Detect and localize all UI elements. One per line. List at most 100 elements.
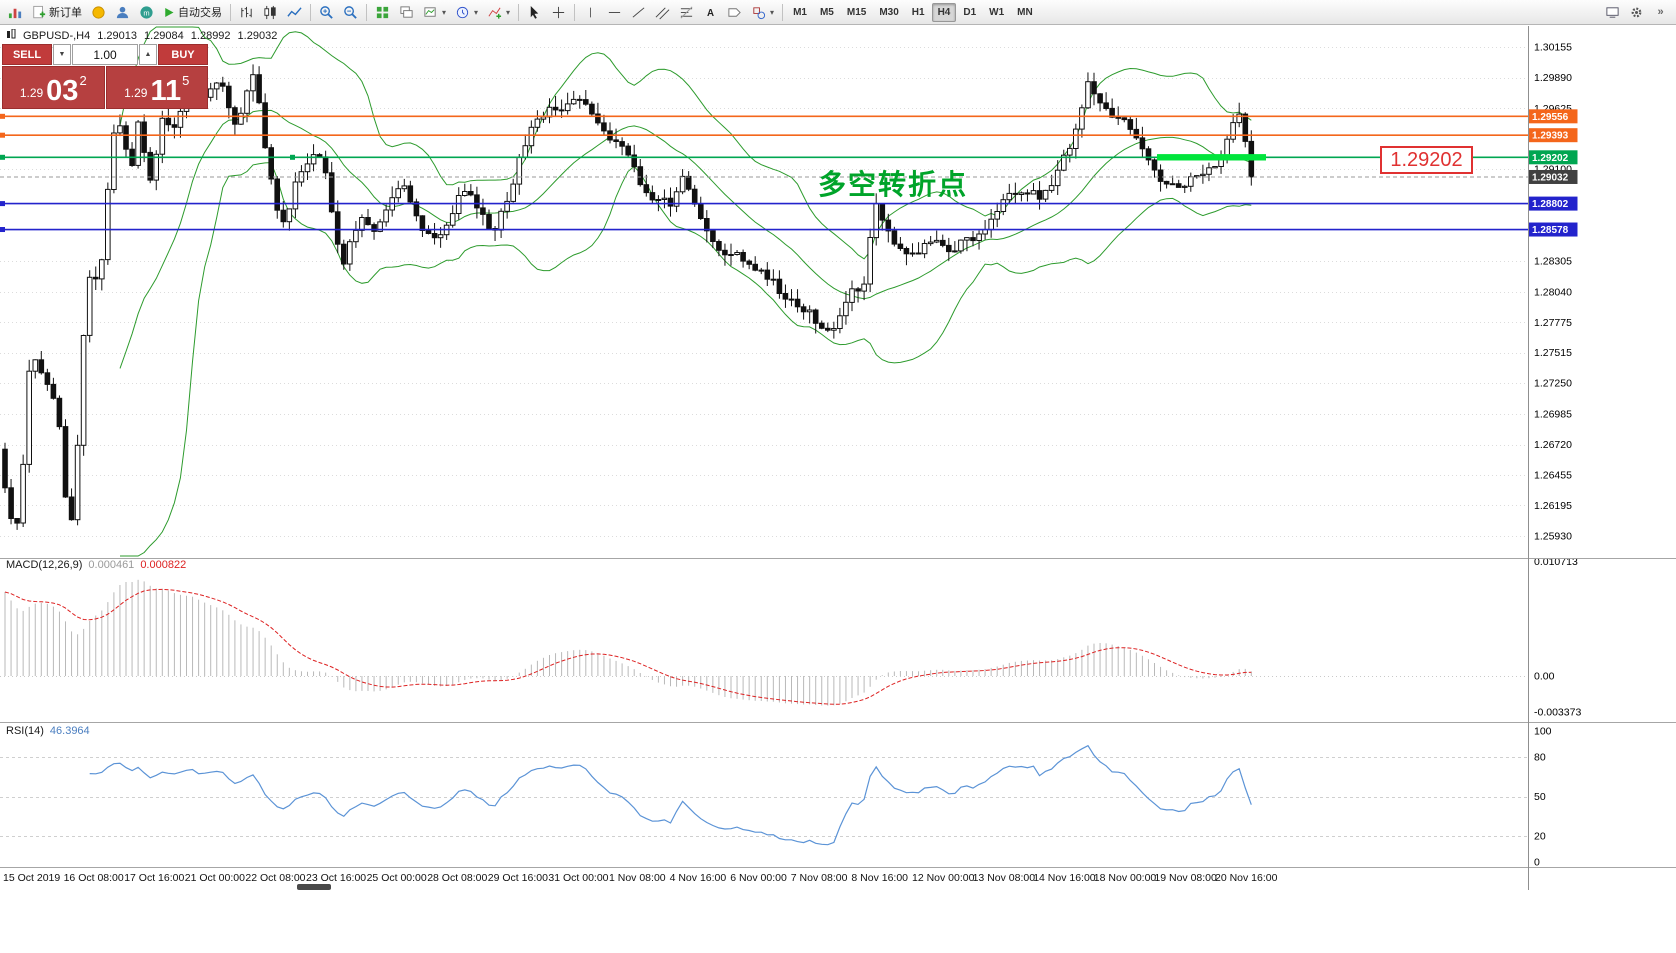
macd-main-value: 0.000461 bbox=[88, 559, 135, 571]
svg-text:20 Nov 16:00: 20 Nov 16:00 bbox=[1215, 872, 1278, 884]
chart-symbol-icon bbox=[6, 28, 16, 42]
crosshair-icon[interactable] bbox=[547, 2, 570, 23]
svg-text:1.26455: 1.26455 bbox=[1534, 470, 1572, 482]
timeframe-mn-button[interactable]: MN bbox=[1017, 6, 1033, 18]
line-handle[interactable] bbox=[0, 154, 5, 160]
buy-button[interactable]: BUY bbox=[158, 44, 208, 65]
new-order-button[interactable]: 新订单 bbox=[28, 2, 86, 23]
chart-layers: 1.301551.298901.296251.291001.283051.280… bbox=[0, 26, 1676, 890]
svg-text:29 Oct 16:00: 29 Oct 16:00 bbox=[488, 872, 548, 884]
svg-text:1.29202: 1.29202 bbox=[1532, 153, 1569, 164]
svg-text:19 Nov 08:00: 19 Nov 08:00 bbox=[1154, 872, 1217, 884]
line-handle[interactable] bbox=[0, 201, 5, 207]
rsi-label: RSI(14) 46.3964 bbox=[6, 725, 90, 737]
rsi-layer bbox=[0, 744, 1528, 846]
line-handle[interactable] bbox=[0, 132, 5, 138]
timeframe-m5-button[interactable]: M5 bbox=[819, 6, 834, 18]
toolbar-separator bbox=[518, 3, 520, 21]
high-value: 1.29084 bbox=[144, 29, 184, 42]
ohlc-header: GBPUSD-,H4 1.29013 1.29084 1.28992 1.290… bbox=[6, 28, 277, 42]
timeframe-h4-button[interactable]: H4 bbox=[931, 2, 957, 22]
svg-text:1.28578: 1.28578 bbox=[1532, 225, 1569, 236]
lot-options-button[interactable]: ▼ bbox=[53, 44, 71, 65]
svg-text:100: 100 bbox=[1534, 726, 1552, 738]
channel-icon[interactable] bbox=[651, 2, 674, 23]
svg-text:1.26195: 1.26195 bbox=[1534, 500, 1572, 512]
candles-layer bbox=[2, 64, 1255, 530]
bar-chart-icon[interactable] bbox=[235, 2, 258, 23]
line-chart-icon[interactable] bbox=[283, 2, 306, 23]
lot-increase-button[interactable]: ▲ bbox=[139, 44, 157, 65]
svg-text:15 Oct 2019: 15 Oct 2019 bbox=[3, 872, 60, 884]
line-handle[interactable] bbox=[290, 154, 295, 160]
svg-text:A: A bbox=[707, 7, 714, 18]
monitor-icon[interactable] bbox=[1601, 2, 1624, 23]
macd-layer bbox=[0, 579, 1528, 706]
sell-price-main: 1.29 bbox=[19, 86, 44, 100]
autotrading-button[interactable]: 自动交易 bbox=[159, 2, 226, 23]
settings-icon[interactable] bbox=[1625, 2, 1648, 23]
toolbar-separator bbox=[310, 3, 311, 21]
chart-window-icon[interactable] bbox=[4, 2, 27, 23]
svg-text:0.010713: 0.010713 bbox=[1534, 556, 1578, 568]
macd-label: MACD(12,26,9) 0.000461 0.000822 bbox=[6, 559, 187, 571]
level-axis-badge bbox=[1528, 196, 1578, 211]
svg-text:1.30155: 1.30155 bbox=[1534, 42, 1572, 54]
text-icon[interactable]: A bbox=[699, 2, 722, 23]
rsi-value: 46.3964 bbox=[49, 725, 90, 737]
overflow-icon[interactable]: » bbox=[1657, 6, 1664, 18]
label-icon[interactable] bbox=[723, 2, 746, 23]
indicators-icon[interactable] bbox=[483, 2, 514, 23]
svg-text:1.28040: 1.28040 bbox=[1534, 286, 1572, 298]
zoom-out-icon[interactable] bbox=[339, 2, 362, 23]
lot-size-input[interactable] bbox=[72, 44, 138, 65]
svg-text:14 Nov 16:00: 14 Nov 16:00 bbox=[1033, 872, 1096, 884]
svg-text:12 Nov 00:00: 12 Nov 00:00 bbox=[912, 872, 975, 884]
horizontal-line-icon[interactable] bbox=[603, 2, 626, 23]
fibonacci-icon[interactable] bbox=[675, 2, 698, 23]
level-lines-layer bbox=[0, 113, 1528, 233]
new-chart-icon[interactable] bbox=[419, 2, 450, 23]
clock-icon[interactable] bbox=[451, 2, 482, 23]
toolbar-separator bbox=[230, 3, 231, 21]
price-tag-box[interactable]: 1.29202 bbox=[1380, 146, 1473, 174]
shapes-icon[interactable] bbox=[747, 2, 778, 23]
line-handle[interactable] bbox=[0, 113, 5, 119]
timeframe-w1-button[interactable]: W1 bbox=[989, 6, 1005, 18]
timeframe-m1-button[interactable]: M1 bbox=[793, 6, 807, 18]
highlighted-trend-segment[interactable] bbox=[1157, 154, 1266, 161]
timeframe-m15-button[interactable]: M15 bbox=[846, 6, 867, 18]
main-toolbar: 新订单 m 自动交易 A M1 M5 M15 M30 H1 H4 D1 W1 MN » bbox=[0, 0, 1676, 25]
market-icon[interactable] bbox=[87, 2, 110, 23]
new-order-icon bbox=[32, 5, 46, 20]
profile-icon[interactable] bbox=[111, 2, 134, 23]
horizontal-scrollbar-thumb[interactable] bbox=[297, 884, 331, 890]
candlestick-chart-icon[interactable] bbox=[259, 2, 282, 23]
cascade-windows-icon[interactable] bbox=[395, 2, 418, 23]
line-handle[interactable] bbox=[0, 227, 5, 233]
svg-text:1.28305: 1.28305 bbox=[1534, 256, 1572, 268]
sell-button[interactable]: SELL bbox=[2, 44, 52, 65]
chart-annotation[interactable]: 多空转折点 bbox=[818, 169, 969, 200]
svg-text:31 Oct 00:00: 31 Oct 00:00 bbox=[548, 872, 608, 884]
svg-text:50: 50 bbox=[1534, 791, 1546, 803]
cursor-icon[interactable] bbox=[523, 2, 546, 23]
svg-text:0.00: 0.00 bbox=[1534, 671, 1555, 683]
svg-text:1 Nov 08:00: 1 Nov 08:00 bbox=[609, 872, 666, 884]
price-axis: 1.301551.298901.296251.291001.283051.280… bbox=[1528, 42, 1581, 869]
tile-windows-icon[interactable] bbox=[371, 2, 394, 23]
panel-separators[interactable] bbox=[0, 26, 1676, 890]
community-icon[interactable]: m bbox=[135, 2, 158, 23]
svg-text:7 Nov 08:00: 7 Nov 08:00 bbox=[791, 872, 848, 884]
timeframe-h1-button[interactable]: H1 bbox=[911, 6, 925, 18]
buy-price-button[interactable]: 1.29 11 5 bbox=[105, 66, 208, 109]
svg-text:1.27250: 1.27250 bbox=[1534, 378, 1572, 390]
vertical-line-icon[interactable] bbox=[579, 2, 602, 23]
sell-price-button[interactable]: 1.29 03 2 bbox=[2, 66, 105, 109]
timeframe-m30-button[interactable]: M30 bbox=[879, 6, 899, 18]
trendline-icon[interactable] bbox=[627, 2, 650, 23]
chart-canvas[interactable]: 1.301551.298901.296251.291001.283051.280… bbox=[0, 25, 1676, 953]
timeframe-d1-button[interactable]: D1 bbox=[963, 6, 977, 18]
zoom-in-icon[interactable] bbox=[315, 2, 338, 23]
svg-text:1.29556: 1.29556 bbox=[1532, 112, 1569, 123]
